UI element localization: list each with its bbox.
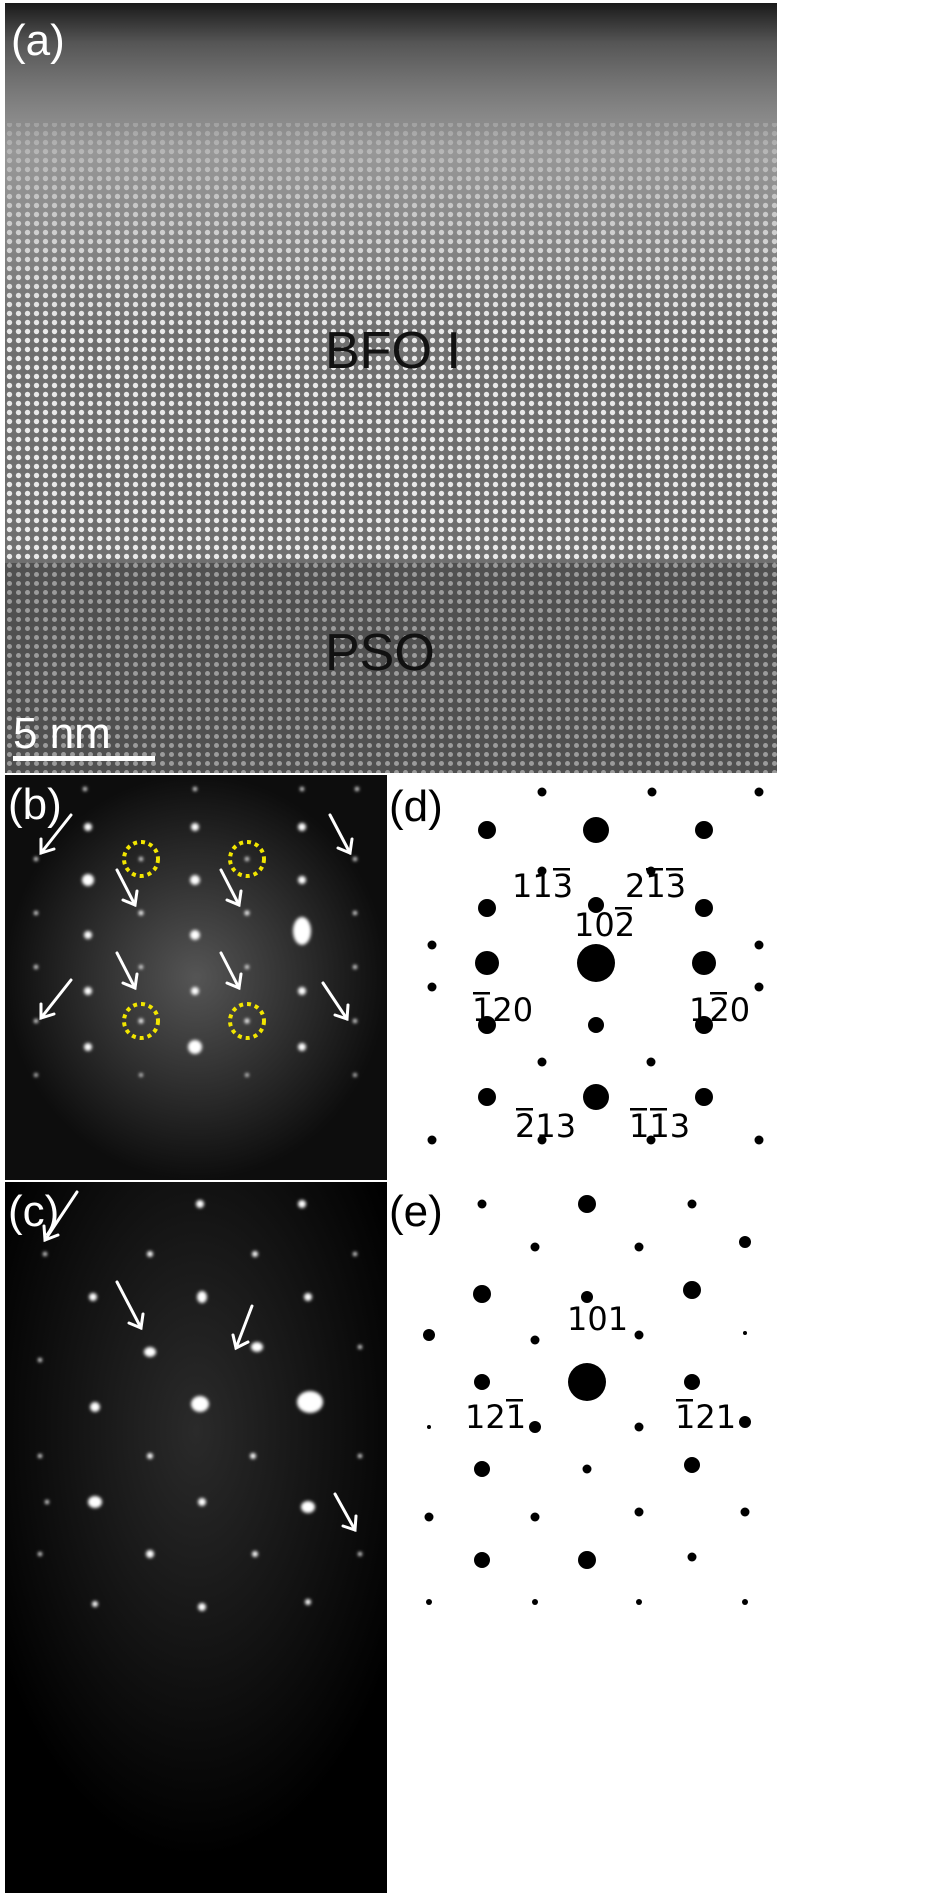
panel-d-overbar bbox=[666, 868, 683, 871]
panel-b-label: (b) bbox=[8, 780, 62, 829]
panel-d-miller-index: 113 bbox=[512, 867, 573, 905]
panel-d-overbar bbox=[516, 1108, 533, 1111]
panel-d-miller-index: 213 bbox=[515, 1107, 576, 1145]
panel-e-miller-index: 121 bbox=[465, 1398, 526, 1436]
panel-d-miller-index: 213 bbox=[625, 867, 686, 905]
panel-d-overbar bbox=[473, 992, 490, 995]
panel-d-overbar bbox=[553, 868, 570, 871]
panel-d-overbar bbox=[646, 868, 663, 871]
panel-d-overbar bbox=[710, 992, 727, 995]
panel-d-miller-index: 120 bbox=[472, 991, 533, 1029]
panel-e-label: (e) bbox=[389, 1187, 443, 1236]
scale-bar-label: 5 nm bbox=[13, 709, 111, 758]
panel-b-diffraction-pattern: (b) bbox=[5, 775, 387, 1180]
panel-e-overbar bbox=[676, 1399, 693, 1402]
panel-d-miller-index: 120 bbox=[689, 991, 750, 1029]
panel-c-diffraction-pattern: (c) bbox=[5, 1182, 387, 1893]
scale-bar bbox=[13, 756, 155, 761]
panel-d-simulated-pattern: 113 213 102 120 120 213 113 (d) bbox=[387, 775, 777, 1180]
panel-a-label: (a) bbox=[11, 16, 65, 65]
panel-d-overbar bbox=[630, 1108, 647, 1111]
panel-d-miller-index: 102 bbox=[574, 906, 635, 944]
bfo-layer-label: BFO I bbox=[325, 322, 461, 380]
panel-d-label: (d) bbox=[389, 782, 443, 831]
pso-layer-label: PSO bbox=[325, 624, 435, 682]
panel-c-label: (c) bbox=[8, 1187, 59, 1236]
panel-e-overbar bbox=[506, 1399, 523, 1402]
panel-e-miller-index: 121 bbox=[675, 1398, 736, 1436]
panel-e-miller-index: 101 bbox=[567, 1300, 628, 1338]
panel-d-overbar bbox=[650, 1108, 667, 1111]
panel-d-overbar bbox=[615, 907, 632, 910]
panel-e-simulated-pattern: 101 121 121 (e) bbox=[387, 1182, 777, 1893]
panel-a-stem-image: BFO I PSO (a) 5 nm bbox=[5, 3, 777, 773]
panel-d-miller-index: 113 bbox=[629, 1107, 690, 1145]
